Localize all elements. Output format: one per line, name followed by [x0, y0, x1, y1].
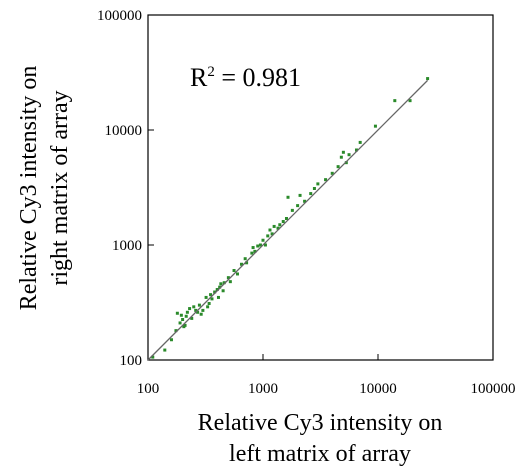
data-point — [169, 338, 173, 342]
data-point — [253, 249, 257, 253]
data-point — [393, 99, 397, 103]
data-point — [358, 140, 362, 144]
data-point — [185, 310, 189, 314]
data-point — [373, 124, 377, 128]
y-tick-label: 100 — [120, 353, 143, 369]
data-point — [194, 308, 198, 312]
y-axis-label-line-2: right matrix of array — [47, 90, 73, 285]
data-point — [181, 317, 185, 321]
data-point — [221, 289, 225, 293]
data-point — [276, 226, 280, 230]
data-point — [178, 321, 182, 325]
data-point — [184, 314, 188, 318]
r-squared-value: = 0.981 — [215, 63, 301, 92]
data-point — [210, 297, 214, 301]
y-tick-label: 100000 — [97, 8, 142, 24]
data-point — [339, 155, 343, 159]
data-point — [278, 223, 282, 227]
data-point — [245, 261, 249, 265]
data-point — [228, 280, 232, 284]
y-tick-label: 1000 — [112, 238, 142, 254]
data-point — [284, 216, 288, 220]
data-point — [215, 288, 219, 292]
regression-line — [147, 79, 429, 361]
plot-frame — [147, 14, 494, 361]
data-point — [270, 232, 274, 236]
data-point — [201, 308, 205, 312]
data-point — [272, 224, 276, 228]
data-point — [251, 246, 255, 250]
x-tick-label: 10000 — [359, 381, 397, 397]
data-point — [209, 293, 213, 297]
data-point — [309, 192, 313, 196]
r-squared-annotation: R2 = 0.981 — [190, 63, 301, 92]
data-point — [347, 153, 351, 157]
x-tick-label: 100 — [137, 381, 160, 397]
data-point — [243, 257, 247, 261]
data-point — [354, 148, 358, 152]
data-point — [163, 348, 167, 352]
axis-ticks: 100 1000 10000 100000 100 1000 10000 100000 — [97, 8, 516, 397]
data-point — [207, 301, 211, 305]
data-point — [206, 305, 210, 309]
r-squared-superscript: 2 — [207, 64, 215, 80]
data-points — [151, 77, 430, 359]
data-point — [235, 272, 239, 276]
data-point — [408, 99, 412, 103]
data-point — [258, 243, 262, 247]
data-point — [312, 186, 316, 190]
r-squared-base: R — [190, 63, 208, 92]
data-point — [232, 269, 236, 273]
data-point — [175, 311, 179, 315]
data-point — [330, 171, 334, 175]
data-point — [199, 312, 203, 316]
data-point — [204, 295, 208, 299]
data-point — [316, 182, 320, 186]
data-point — [296, 204, 300, 208]
data-point — [250, 251, 254, 255]
data-point — [196, 310, 200, 314]
data-point — [197, 303, 201, 307]
data-point — [183, 323, 187, 327]
data-point — [286, 195, 290, 199]
data-point — [426, 77, 430, 81]
data-point — [263, 243, 267, 247]
x-tick-label: 100000 — [471, 381, 516, 397]
data-point — [324, 178, 328, 182]
data-point — [151, 355, 155, 359]
data-point — [188, 307, 192, 311]
data-point — [266, 234, 270, 238]
x-axis-label-line-2: left matrix of array — [229, 441, 411, 467]
y-axis-label-line-1: Relative Cy3 intensity on — [16, 66, 42, 311]
data-point — [219, 282, 223, 286]
data-point — [268, 228, 272, 232]
data-point — [303, 199, 307, 203]
data-point — [226, 276, 230, 280]
data-point — [222, 281, 226, 285]
data-point — [174, 329, 178, 333]
data-point — [218, 285, 222, 289]
y-tick-label: 10000 — [105, 123, 143, 139]
x-axis-label-line-1: Relative Cy3 intensity on — [198, 410, 443, 436]
data-point — [341, 150, 345, 154]
data-point — [261, 238, 265, 242]
data-point — [216, 295, 220, 299]
data-point — [344, 161, 348, 165]
x-tick-label: 1000 — [248, 381, 278, 397]
data-point — [281, 220, 285, 224]
data-point — [192, 305, 196, 309]
data-point — [298, 193, 302, 197]
data-point — [179, 313, 183, 317]
data-point — [239, 262, 243, 266]
data-point — [290, 208, 294, 212]
data-point — [213, 290, 217, 294]
data-point — [336, 165, 340, 169]
data-point — [190, 316, 194, 320]
data-point — [256, 244, 260, 248]
